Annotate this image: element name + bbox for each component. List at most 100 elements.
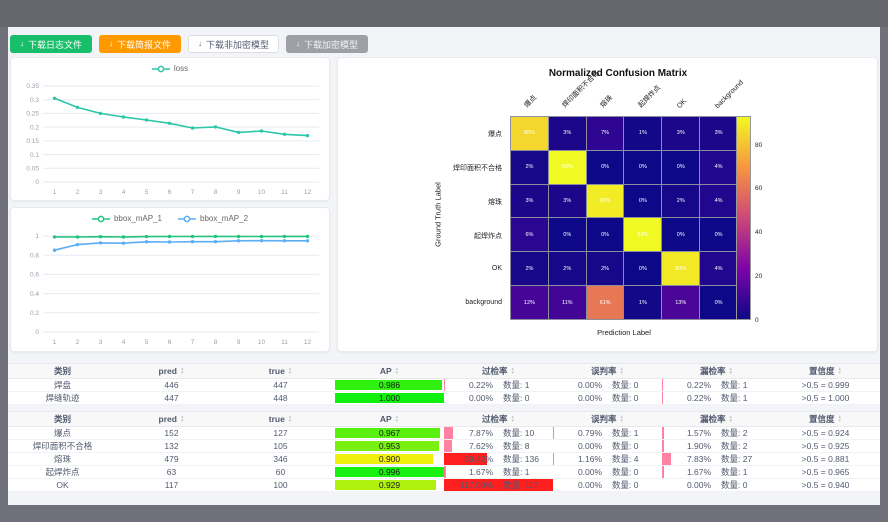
svg-text:11: 11 (281, 339, 288, 346)
sort-icon[interactable]: ▲ ▼ (619, 366, 624, 375)
column-header-5[interactable]: 误判率 ▲ ▼ (591, 414, 624, 424)
rate-cell: 0.00% 数量: 0 (553, 479, 662, 491)
cell-label: OK (56, 480, 69, 490)
sort-icon[interactable]: ▲ ▼ (837, 366, 842, 375)
colorbar-tick-label: 60 (755, 185, 763, 193)
matrix-row-label: 熔珠 (488, 199, 502, 206)
confusion-matrix-card: Normalized Confusion Matrix 爆点 爆点 焊印面积不合格焊… (337, 57, 878, 352)
ap-value: 0.996 (378, 467, 401, 477)
svg-text:0.1: 0.1 (30, 152, 39, 159)
column-header-1[interactable]: pred ▲ ▼ (158, 414, 185, 424)
loss-chart-card: loss 0 0.05 0.1 0.15 0.2 0.25 0.3 0.35 1 2 3 4 5 6 7 8 9… (10, 57, 330, 201)
column-header-0: 类别 (53, 366, 71, 376)
sort-icon[interactable]: ▲ ▼ (394, 414, 400, 423)
rate-cell: 7.83% 数量: 27 (662, 453, 771, 465)
svg-text:0.4: 0.4 (30, 291, 39, 298)
column-header-4[interactable]: 过检率 ▲ ▼ (482, 414, 515, 424)
cell-confidence: >0.5 = 0.965 (801, 467, 850, 477)
cell-confidence: >0.5 = 0.940 (801, 480, 850, 490)
column-header-7[interactable]: 置信度 ▲ ▼ (809, 414, 842, 424)
column-header-6[interactable]: 漏检率 ▲ ▼ (700, 366, 733, 376)
matrix-cell: 3% (548, 184, 586, 218)
ap-bar (335, 454, 434, 464)
column-header-7[interactable]: 置信度 ▲ ▼ (809, 366, 842, 376)
svg-text:0.25: 0.25 (26, 111, 39, 118)
rate-value: 7.87% (468, 428, 494, 438)
rate-value: 0.22% (468, 380, 494, 390)
svg-text:7: 7 (191, 339, 195, 346)
sort-icon[interactable]: ▲ ▼ (837, 414, 842, 423)
loss-chart-legend: loss (11, 64, 329, 73)
legend-item-bbox_mAP_1[interactable]: bbox_mAP_1 (91, 214, 162, 223)
cell-confidence: >0.5 = 1.000 (801, 393, 850, 403)
sort-icon[interactable]: ▲ ▼ (287, 366, 293, 375)
sort-icon[interactable]: ▲ ▼ (728, 414, 733, 423)
rate-count: 数量: 0 (612, 393, 639, 403)
ap-bar (335, 380, 443, 390)
rate-cell: 117.00% 数量: 117 (444, 479, 553, 491)
sort-icon[interactable]: ▲ ▼ (619, 414, 624, 423)
window-chrome-top (0, 0, 888, 27)
rate-value: 0.22% (686, 393, 712, 403)
rate-count: 数量: 1 (612, 428, 639, 438)
rate-bar (553, 427, 555, 439)
ap-value: 0.953 (378, 441, 401, 451)
table-row: 焊盘 446 447 0.986 0.22% 数量: 1 0.00% 数量: 0 0.22% 数量… (8, 379, 880, 392)
cell-true: 100 (273, 480, 288, 490)
svg-text:11: 11 (281, 189, 288, 196)
sort-icon[interactable]: ▲ ▼ (510, 414, 515, 423)
matrix-cell: 2% (548, 252, 586, 286)
rate-bar (553, 453, 555, 465)
matrix-cell: 0% (624, 252, 662, 286)
ground-truth-label-axis: Ground Truth Label (433, 182, 443, 247)
legend-item-loss[interactable]: loss (151, 64, 188, 73)
svg-text:0.2: 0.2 (30, 124, 39, 131)
rate-bar (662, 392, 664, 404)
rate-bar (662, 427, 664, 439)
rate-count: 数量: 27 (721, 454, 753, 464)
download-encrypted-model-button[interactable]: ↓ 下载加密模型 (286, 35, 369, 53)
column-header-3[interactable]: AP ▲ ▼ (379, 414, 400, 424)
column-header-6[interactable]: 漏检率 ▲ ▼ (700, 414, 733, 424)
legend-item-bbox_mAP_2[interactable]: bbox_mAP_2 (178, 214, 248, 223)
cell-true: 447 (273, 380, 288, 390)
sort-icon[interactable]: ▲ ▼ (287, 414, 293, 423)
loss-chart: 00.050.10.150.20.250.30.351 2 3 4 5 6 7 8 9 10 11 1… (26, 83, 319, 196)
matrix-cell: 3% (662, 117, 700, 150)
matrix-cell: 13% (662, 286, 700, 319)
column-header-3[interactable]: AP ▲ ▼ (379, 366, 400, 376)
column-header-4[interactable]: 过检率 ▲ ▼ (482, 366, 515, 376)
rate-count: 数量: 0 (612, 480, 639, 490)
sort-icon[interactable]: ▲ ▼ (179, 414, 185, 423)
svg-text:0: 0 (35, 179, 39, 186)
matrix-cell: 93% (624, 218, 662, 252)
colorbar-tick-label: 40 (755, 229, 763, 237)
sort-icon[interactable]: ▲ ▼ (179, 366, 185, 375)
rate-count: 数量: 0 (612, 380, 639, 390)
rate-count: 数量: 136 (503, 454, 539, 464)
column-header-5[interactable]: 误判率 ▲ ▼ (591, 366, 624, 376)
matrix-cell: 11% (548, 286, 586, 319)
download-icon: ↓ (109, 39, 114, 48)
sort-icon[interactable]: ▲ ▼ (728, 366, 733, 375)
column-header-2[interactable]: true ▲ ▼ (268, 414, 293, 424)
summary-table: 类别 pred ▲ ▼ true ▲ ▼ AP ▲ ▼ 过检率 ▲ ▼ 误判率 ▲ ▼ 漏检率 ▲ ▼ 置信度 ▲ ▼ 焊盘… (8, 363, 880, 405)
download-log-button[interactable]: ↓ 下载日志文件 (10, 35, 93, 53)
download-unencrypted-model-button[interactable]: ↓ 下载非加密模型 (188, 35, 280, 53)
column-header-2[interactable]: true ▲ ▼ (268, 366, 293, 376)
cell-label: 熔珠 (53, 454, 71, 464)
matrix-cell: 93% (548, 150, 586, 184)
sort-icon[interactable]: ▲ ▼ (510, 366, 515, 375)
download-report-button[interactable]: ↓ 下载简报文件 (99, 35, 182, 53)
column-header-1[interactable]: pred ▲ ▼ (158, 366, 185, 376)
colorbar (736, 116, 751, 320)
matrix-row-label: 爆点 (488, 131, 502, 138)
rate-count: 数量: 4 (612, 454, 639, 464)
rate-cell: 0.00% 数量: 0 (553, 440, 662, 452)
rate-count: 数量: 1 (721, 380, 748, 390)
rate-value: 0.00% (577, 393, 603, 403)
cell-ap: 0.929 (335, 479, 444, 491)
rate-cell: 1.16% 数量: 4 (553, 453, 662, 465)
sort-icon[interactable]: ▲ ▼ (394, 366, 400, 375)
svg-text:0.6: 0.6 (30, 272, 39, 279)
